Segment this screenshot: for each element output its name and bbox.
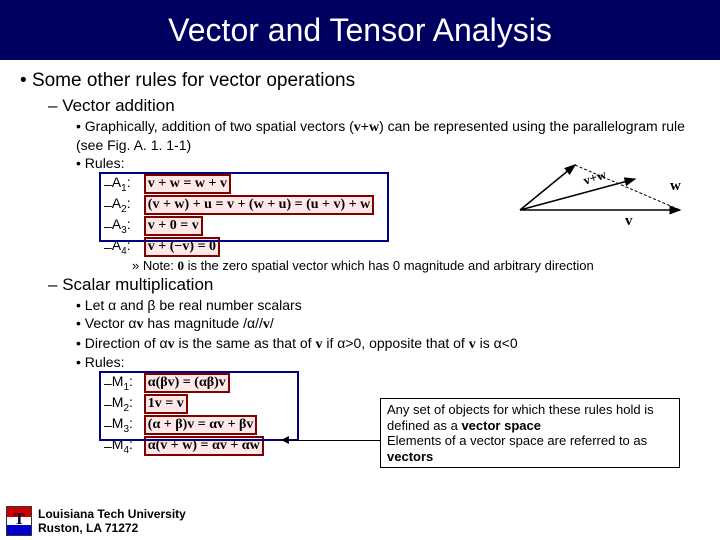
sb-l3c: if α>0, opposite that of: [322, 335, 468, 351]
sb-rl: Rules:: [85, 354, 125, 370]
ra2m: (v + w) + u = v + (w + u) = (u + v) + w: [144, 195, 374, 215]
ra1m: v + w = w + v: [144, 174, 231, 194]
sb-h: Scalar multiplication: [62, 275, 213, 294]
sb-l2a: Vector α: [85, 315, 137, 331]
vec-v2b: v: [263, 317, 270, 332]
connector-line: [285, 440, 380, 441]
rule-m1: – M1: α(βv) = (αβ)v: [104, 373, 700, 393]
ra4m: v + (−v) = 0: [144, 237, 220, 257]
page-title: Vector and Tensor Analysis: [168, 12, 552, 49]
rule-m4-label: M4:: [112, 436, 142, 456]
ra3l: A: [112, 216, 121, 232]
sb-l2c: /: [270, 315, 274, 331]
rule-m1-label: M1:: [112, 373, 142, 393]
sa-rl: Rules:: [85, 155, 125, 171]
diag-v-label: v: [625, 213, 633, 229]
sb-l3b: is the same as that of: [175, 335, 316, 351]
nb-b1: vector space: [461, 418, 541, 433]
rm3l: M: [112, 415, 124, 431]
ra3s: 3: [121, 224, 127, 235]
rm2m: 1v = v: [144, 394, 188, 414]
rule-m3-label: M3:: [112, 415, 142, 435]
sb-l1: Let α and β be real number scalars: [85, 297, 302, 313]
footer-line2: Ruston, LA 71272: [38, 521, 186, 535]
rm1l: M: [112, 373, 124, 389]
section-b-rules-label: • Rules:: [76, 354, 700, 372]
ra4l: A: [112, 237, 121, 253]
rm2l: M: [112, 394, 124, 410]
rm3m: (α + β)v = αv + βv: [144, 415, 258, 435]
ra2l: A: [112, 195, 121, 211]
rule-a2-label: A2:: [112, 195, 142, 215]
footer-text: Louisiana Tech University Ruston, LA 712…: [38, 507, 186, 536]
vec-v: v: [354, 120, 361, 135]
section-a-note: » Note: 0 is the zero spatial vector whi…: [132, 258, 700, 274]
section-b-heading: – Scalar multiplication: [48, 275, 700, 295]
rm4m: α(v + w) = αv + αw: [144, 436, 264, 456]
rule-a3-label: A3:: [112, 216, 142, 236]
ra1s: 1: [121, 182, 127, 193]
vec-v3: v: [168, 337, 175, 352]
section-b-line1: • Let α and β be real number scalars: [76, 297, 700, 315]
main-bullet: • Some other rules for vector operations: [20, 70, 700, 92]
sa-l1a: Graphically, addition of two spatial vec…: [85, 118, 354, 134]
section-a-heading: – Vector addition: [48, 96, 700, 116]
rule-a4: – A4: v + (−v) = 0: [104, 237, 700, 257]
ra4s: 4: [121, 245, 127, 256]
vector-space-note-box: Any set of objects for which these rules…: [380, 398, 680, 468]
university-logo-icon: [6, 506, 32, 536]
parallelogram-diagram: v+w w v: [500, 155, 700, 230]
title-bar: Vector and Tensor Analysis: [0, 0, 720, 60]
rm1m: α(βv) = (αβ)v: [144, 373, 230, 393]
ra2s: 2: [121, 203, 127, 214]
connector-arrow-head: [281, 436, 289, 444]
content-area: • Some other rules for vector operations…: [0, 60, 720, 456]
section-a-line1: • Graphically, addition of two spatial v…: [76, 118, 700, 154]
section-b-line2: • Vector αv has magnitude /α//v/: [76, 315, 700, 334]
footer: Louisiana Tech University Ruston, LA 712…: [6, 506, 186, 536]
sb-l3a: Direction of α: [85, 335, 168, 351]
nb-b2: vectors: [387, 449, 433, 464]
rm4l: M: [112, 436, 124, 452]
rule-a4-label: A4:: [112, 237, 142, 257]
footer-line1: Louisiana Tech University: [38, 507, 186, 521]
rm1s: 1: [123, 382, 129, 393]
rule-a1-label: A1:: [112, 174, 142, 194]
rm2s: 2: [123, 403, 129, 414]
ra3m: v + 0 = v: [144, 216, 203, 236]
diag-w-label: w: [670, 178, 681, 194]
ra1l: A: [112, 174, 121, 190]
sb-l3d: is α<0: [476, 335, 518, 351]
section-a-heading-text: Vector addition: [62, 96, 174, 115]
vec-w: w: [369, 120, 379, 135]
sa-np: Note:: [143, 258, 178, 273]
rm3s: 3: [123, 424, 129, 435]
sa-na: is the zero spatial vector which has 0 m…: [184, 258, 594, 273]
rule-m2-label: M2:: [112, 394, 142, 414]
section-b-line3: • Direction of αv is the same as that of…: [76, 335, 700, 354]
rm4s: 4: [123, 445, 129, 456]
vec-v3c: v: [469, 337, 476, 352]
nb-l2: Elements of a vector space are referred …: [387, 433, 647, 448]
sb-l2b: has magnitude /α//: [143, 315, 262, 331]
main-bullet-text: Some other rules for vector operations: [32, 70, 355, 91]
